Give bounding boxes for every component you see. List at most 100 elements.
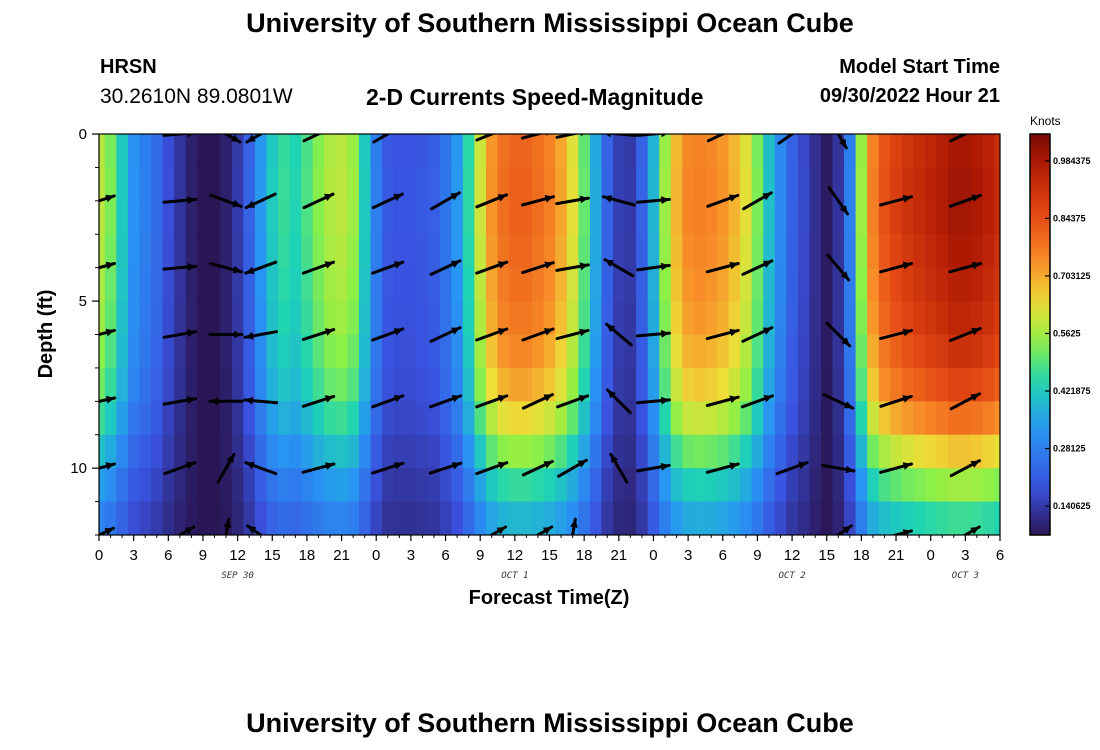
heat-cell [520, 167, 533, 202]
heat-cell [532, 334, 545, 369]
heat-cell [820, 301, 834, 336]
heat-cell [786, 200, 799, 235]
heat-cell [532, 501, 545, 535]
heat-cell [786, 167, 799, 202]
heat-cell [613, 334, 626, 369]
current-vector [879, 328, 913, 341]
heat-cell [844, 434, 857, 469]
heat-cell [878, 401, 891, 436]
heat-cell [485, 468, 499, 503]
heat-cell [716, 401, 730, 436]
heat-cell [670, 200, 683, 235]
heat-cell [474, 401, 487, 436]
current-vector [605, 322, 633, 347]
heat-cell [543, 134, 556, 169]
heat-cell [127, 134, 141, 169]
heat-cell [532, 301, 545, 336]
heat-cell [393, 468, 406, 503]
heat-cell [763, 401, 776, 436]
heat-cell [139, 434, 152, 469]
heat-cell [913, 434, 926, 469]
heat-cell [867, 434, 880, 469]
vector-head [497, 328, 507, 336]
heat-cell [104, 301, 117, 336]
heat-cell [185, 234, 198, 269]
current-vector [475, 327, 509, 342]
heat-cell [243, 401, 256, 436]
heat-cell [266, 301, 279, 336]
heat-cell [393, 334, 406, 369]
vector-head [393, 126, 402, 133]
current-vector [371, 327, 405, 342]
heat-cell [451, 334, 464, 369]
heat-cell [543, 267, 556, 302]
heat-cell [636, 434, 649, 469]
heat-cell [636, 334, 649, 369]
vector-head [244, 396, 254, 405]
vector-head [970, 393, 980, 402]
heat-cell [324, 401, 337, 436]
heat-cell [289, 434, 302, 469]
heat-cell [971, 234, 984, 269]
heat-cell [405, 134, 418, 169]
heat-cell [162, 401, 175, 436]
heat-cell [636, 200, 649, 235]
current-vector [371, 394, 405, 409]
heat-cell [601, 167, 614, 202]
heat-cell [416, 267, 429, 302]
heat-cell [428, 234, 441, 269]
heat-cell [347, 367, 360, 402]
heat-cell [982, 367, 995, 402]
heat-cell [127, 200, 141, 235]
heat-cell [705, 468, 718, 503]
vector-head [729, 328, 739, 337]
current-vector [822, 393, 855, 410]
date-label: SEP 30 [221, 571, 254, 581]
heat-cell [358, 267, 372, 302]
current-vector [835, 524, 853, 535]
heat-cell [416, 234, 429, 269]
heat-cell [104, 367, 117, 402]
heat-cell [405, 200, 418, 235]
vector-shaft [162, 134, 197, 137]
heat-cell [162, 134, 175, 169]
heat-cell [878, 367, 891, 402]
heat-cell [844, 301, 857, 336]
heat-cell [462, 334, 476, 369]
y-axis-title: Depth (ft) [35, 290, 57, 379]
heat-cell [520, 401, 533, 436]
heat-cell [174, 200, 187, 235]
heat-cell [278, 468, 291, 503]
colorbar-gradient [1029, 133, 1051, 536]
heat-cell [462, 267, 476, 302]
heat-cell [254, 200, 268, 235]
vector-head [971, 194, 981, 202]
heat-cell [254, 434, 268, 469]
heat-cell [959, 401, 972, 436]
current-vector [243, 330, 278, 340]
vector-head [845, 465, 854, 474]
heat-cell [462, 234, 476, 269]
heat-cell [99, 367, 106, 402]
heat-cell [543, 167, 556, 202]
currents-chart: 0 3 6 9 12 15 18 21 0 3 6 9 12 15 18 21 0 3 6 9 12 15 18 21 0 3 6 S… [35, 114, 1091, 609]
heat-cell [913, 334, 926, 369]
heat-cell [924, 167, 938, 202]
heat-cell [578, 167, 591, 202]
heat-cell [162, 334, 175, 369]
heat-cell [520, 301, 533, 336]
heat-cell [185, 367, 198, 402]
heat-cell [624, 234, 637, 269]
heat-cell [474, 468, 487, 503]
heat-cell [405, 468, 418, 503]
heat-cell [393, 134, 406, 169]
heat-cell [208, 167, 221, 202]
heat-cell [982, 401, 995, 436]
heat-cell [682, 234, 695, 269]
heat-cell [751, 134, 764, 169]
heat-cell [589, 434, 603, 469]
heat-cell [497, 200, 510, 235]
vector-head [245, 332, 254, 340]
heat-cell [208, 401, 221, 436]
heat-cell [716, 501, 730, 535]
